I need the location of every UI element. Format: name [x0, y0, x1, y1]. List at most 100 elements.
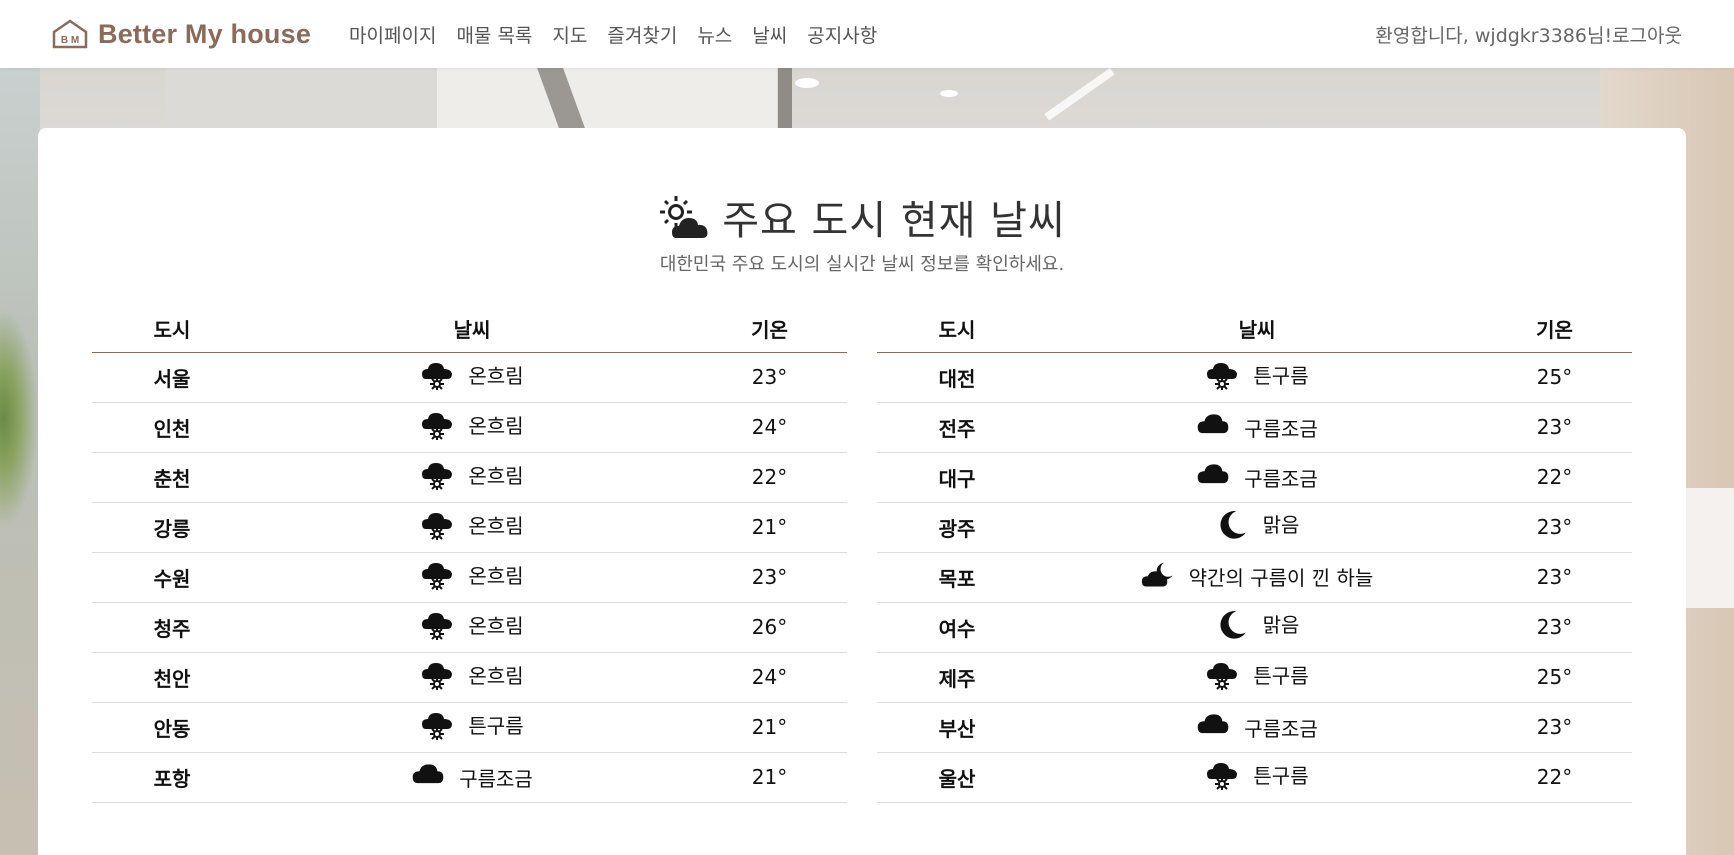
- temperature: 24°: [692, 652, 847, 703]
- temperature: 26°: [692, 602, 847, 653]
- page-title: 주요 도시 현재 날씨: [722, 198, 1066, 244]
- weather-description: 온흐림: [468, 464, 524, 488]
- table-row: 안동 튼구름 21°: [92, 702, 847, 753]
- weather-cell: 구름조금: [252, 752, 692, 803]
- city-name: 포항: [92, 752, 252, 803]
- temperature: 23°: [1477, 602, 1632, 653]
- weather-cell: 온흐림: [252, 602, 692, 653]
- weather-description: 온흐림: [468, 414, 524, 438]
- nav-link-news[interactable]: 뉴스: [697, 24, 733, 47]
- weather-description: 온흐림: [468, 564, 524, 588]
- weather-cell: 튼구름: [1037, 652, 1477, 703]
- weather-cell: 튼구름: [1037, 752, 1477, 803]
- table-row: 청주 온흐림 26°: [92, 602, 847, 653]
- header-temp: 기온: [1477, 306, 1632, 353]
- temperature: 22°: [692, 452, 847, 503]
- weather-card: 주요 도시 현재 날씨 대한민국 주요 도시의 실시간 날씨 정보를 확인하세요…: [38, 128, 1686, 855]
- cloud-with-sun-icon: [420, 659, 454, 691]
- table-row: 부산 구름조금 23°: [877, 702, 1632, 753]
- table-row: 전주 구름조금 23°: [877, 402, 1632, 453]
- table-row: 여수 맑음 23°: [877, 602, 1632, 653]
- cloud-with-sun-icon: [420, 609, 454, 641]
- table-row: 대전 튼구름 25°: [877, 352, 1632, 403]
- city-name: 광주: [877, 502, 1037, 553]
- logout-link[interactable]: 로그아웃: [1612, 24, 1682, 47]
- weather-table-left: 도시 날씨 기온 서울 온흐림 23° 인천 온흐림 24° 춘천 온흐림 22° 강릉 온흐림 21…: [92, 306, 847, 803]
- house-logo-icon: B M: [52, 19, 88, 49]
- city-name: 전주: [877, 402, 1037, 453]
- temperature: 21°: [692, 702, 847, 753]
- nav-link-map[interactable]: 지도: [552, 24, 588, 47]
- weather-description: 구름조금: [1244, 466, 1318, 491]
- title-row: 주요 도시 현재 날씨: [38, 188, 1686, 246]
- table-header-row: 도시 날씨 기온: [877, 306, 1632, 353]
- weather-table-right: 도시 날씨 기온 대전 튼구름 25° 전주 구름조금 23° 대구 구름조금 22° 광주 맑음 2…: [877, 306, 1632, 803]
- cloud-with-sun-icon: [420, 709, 454, 741]
- nav-link-notices[interactable]: 공지사항: [807, 24, 878, 47]
- table-row: 광주 맑음 23°: [877, 502, 1632, 553]
- cloud-icon: [1196, 461, 1230, 493]
- weather-cell: 튼구름: [252, 702, 692, 753]
- weather-cell: 온흐림: [252, 652, 692, 703]
- city-name: 안동: [92, 702, 252, 753]
- temperature: 23°: [1477, 402, 1632, 453]
- city-name: 여수: [877, 602, 1037, 653]
- weather-cell: 온흐림: [252, 352, 692, 403]
- temperature: 23°: [692, 352, 847, 403]
- weather-cell: 튼구름: [1037, 352, 1477, 403]
- weather-cell: 온흐림: [252, 402, 692, 453]
- nav-link-weather[interactable]: 날씨: [752, 24, 788, 47]
- city-name: 대전: [877, 352, 1037, 403]
- table-body-left: 서울 온흐림 23° 인천 온흐림 24° 춘천 온흐림 22° 강릉 온흐림 21° 수원 온흐림 23°…: [92, 352, 847, 803]
- temperature: 23°: [1477, 552, 1632, 603]
- city-name: 부산: [877, 702, 1037, 753]
- city-name: 춘천: [92, 452, 252, 503]
- city-name: 천안: [92, 652, 252, 703]
- svg-text:B M: B M: [61, 35, 79, 46]
- cloud-with-sun-icon: [420, 459, 454, 491]
- city-name: 목포: [877, 552, 1037, 603]
- temperature: 24°: [692, 402, 847, 453]
- weather-description: 구름조금: [459, 766, 533, 791]
- cloud-with-sun-icon: [1205, 659, 1239, 691]
- city-name: 수원: [92, 552, 252, 603]
- city-name: 서울: [92, 352, 252, 403]
- weather-description: 튼구름: [1253, 364, 1309, 388]
- cloud-icon: [1196, 711, 1230, 743]
- nav-link-mypage[interactable]: 마이페이지: [349, 24, 437, 47]
- city-name: 강릉: [92, 502, 252, 553]
- city-name: 청주: [92, 602, 252, 653]
- weather-description: 튼구름: [1253, 664, 1309, 688]
- city-name: 제주: [877, 652, 1037, 703]
- weather-cell: 구름조금: [1037, 702, 1477, 753]
- weather-cell: 구름조금: [1037, 402, 1477, 453]
- weather-cell: 온흐림: [252, 552, 692, 603]
- cloud-with-sun-icon: [420, 359, 454, 391]
- brand[interactable]: B M Better My house: [52, 19, 311, 50]
- table-row: 대구 구름조금 22°: [877, 452, 1632, 503]
- weather-description: 온흐림: [468, 364, 524, 388]
- temperature: 25°: [1477, 652, 1632, 703]
- user-area: 환영합니다, wjdgkr3386님! 로그아웃: [1375, 21, 1682, 48]
- temperature: 25°: [1477, 352, 1632, 403]
- table-row: 포항 구름조금 21°: [92, 752, 847, 803]
- table-header-row: 도시 날씨 기온: [92, 306, 847, 353]
- page-subtitle: 대한민국 주요 도시의 실시간 날씨 정보를 확인하세요.: [659, 254, 1065, 275]
- header-weather: 날씨: [1037, 306, 1477, 353]
- moon-icon: [1215, 608, 1249, 640]
- weather-description: 맑음: [1262, 613, 1300, 637]
- weather-description: 구름조금: [1244, 416, 1318, 441]
- table-row: 춘천 온흐림 22°: [92, 452, 847, 503]
- weather-cell: 구름조금: [1037, 452, 1477, 503]
- nav-link-favorites[interactable]: 즐겨찾기: [607, 24, 678, 47]
- cloud-with-sun-icon: [1205, 759, 1239, 791]
- weather-cell: 온흐림: [252, 502, 692, 553]
- cloud-with-sun-icon: [420, 559, 454, 591]
- nav-link-listings[interactable]: 매물 목록: [456, 24, 533, 47]
- header-temp: 기온: [692, 306, 847, 353]
- cloud-with-sun-icon: [1205, 359, 1239, 391]
- weather-description: 구름조금: [1244, 716, 1318, 741]
- weather-tables: 도시 날씨 기온 서울 온흐림 23° 인천 온흐림 24° 춘천 온흐림 22° 강릉 온흐림 21…: [92, 306, 1632, 803]
- weather-cell: 약간의 구름이 낀 하늘: [1037, 552, 1477, 603]
- temperature: 21°: [692, 502, 847, 553]
